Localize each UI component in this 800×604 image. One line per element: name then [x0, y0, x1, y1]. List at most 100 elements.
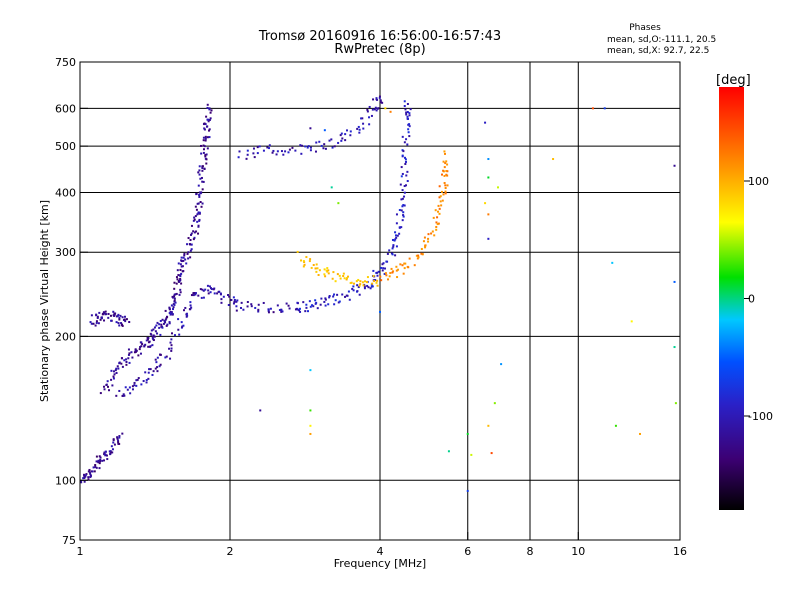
data-point: [204, 135, 207, 138]
data-point: [267, 311, 270, 314]
data-point: [305, 256, 308, 259]
colorbar-tick-label: -100: [748, 410, 773, 423]
data-point: [443, 150, 446, 153]
data-point: [159, 353, 162, 356]
data-point: [300, 152, 303, 155]
data-point: [403, 262, 406, 265]
data-point: [362, 127, 365, 130]
data-point: [423, 236, 426, 239]
data-point: [140, 345, 143, 348]
data-point: [339, 134, 342, 137]
data-point: [152, 328, 155, 331]
data-point: [395, 269, 398, 272]
data-point: [89, 475, 92, 478]
data-point: [205, 162, 208, 165]
data-point: [401, 135, 404, 138]
data-point: [110, 445, 113, 448]
data-point: [120, 362, 123, 365]
data-point: [401, 219, 404, 222]
data-point: [134, 348, 137, 351]
data-point: [272, 311, 275, 314]
data-point: [403, 100, 406, 103]
data-point: [382, 267, 385, 270]
data-point: [172, 296, 175, 299]
data-point: [400, 166, 403, 169]
data-point: [438, 207, 441, 210]
data-point: [127, 357, 130, 360]
data-point: [185, 262, 188, 265]
data-point: [216, 292, 219, 295]
data-point: [380, 279, 383, 282]
data-point: [307, 145, 310, 148]
data-point: [170, 338, 173, 341]
data-point: [437, 210, 440, 213]
data-point: [406, 110, 409, 113]
data-point: [121, 316, 124, 319]
data-point: [156, 370, 159, 373]
data-point: [614, 424, 617, 427]
data-point: [394, 231, 397, 234]
data-point: [271, 151, 274, 154]
data-point: [378, 95, 381, 98]
data-point: [366, 110, 369, 113]
data-point: [341, 137, 344, 140]
data-point: [673, 346, 676, 349]
data-point: [435, 228, 438, 231]
data-point: [197, 212, 200, 215]
data-point: [317, 273, 320, 276]
data-point: [95, 455, 98, 458]
data-point: [487, 424, 490, 427]
data-point: [180, 256, 183, 259]
data-point: [197, 171, 200, 174]
data-point: [116, 314, 119, 317]
data-point: [267, 309, 270, 312]
data-point: [114, 369, 117, 372]
data-point: [235, 305, 238, 308]
data-point: [398, 226, 401, 229]
data-point: [282, 153, 285, 156]
data-point: [358, 284, 361, 287]
data-point: [143, 345, 146, 348]
data-point: [165, 324, 168, 327]
data-point: [346, 129, 349, 132]
x-tick-label: 6: [464, 545, 471, 558]
data-point: [336, 273, 339, 276]
data-point: [118, 389, 121, 392]
data-point: [398, 232, 401, 235]
data-point: [228, 295, 231, 298]
data-point: [203, 128, 206, 131]
data-point: [394, 254, 397, 257]
data-point: [376, 274, 379, 277]
data-point: [315, 270, 318, 273]
data-point: [155, 361, 158, 364]
data-point: [673, 280, 676, 283]
data-point: [169, 341, 172, 344]
data-point: [131, 385, 134, 388]
data-point: [139, 346, 142, 349]
data-point: [99, 318, 102, 321]
data-point: [333, 145, 336, 148]
colorbar-label: [deg]: [716, 73, 751, 88]
data-point: [437, 204, 440, 207]
data-point: [92, 322, 95, 325]
data-point: [309, 146, 312, 149]
data-point: [123, 318, 126, 321]
data-point: [145, 381, 148, 384]
data-point: [403, 156, 406, 159]
data-point: [280, 308, 283, 311]
data-point: [401, 264, 404, 267]
data-point: [192, 294, 195, 297]
data-point: [180, 282, 183, 285]
data-point: [376, 98, 379, 101]
data-point: [250, 303, 253, 306]
data-point: [357, 125, 360, 128]
data-point: [103, 319, 106, 322]
data-point: [242, 308, 245, 311]
data-point: [611, 261, 614, 264]
data-point: [208, 108, 211, 111]
data-point: [171, 308, 174, 311]
data-point: [603, 107, 606, 110]
data-point: [220, 298, 223, 301]
data-point: [324, 147, 327, 150]
data-point: [168, 312, 171, 315]
